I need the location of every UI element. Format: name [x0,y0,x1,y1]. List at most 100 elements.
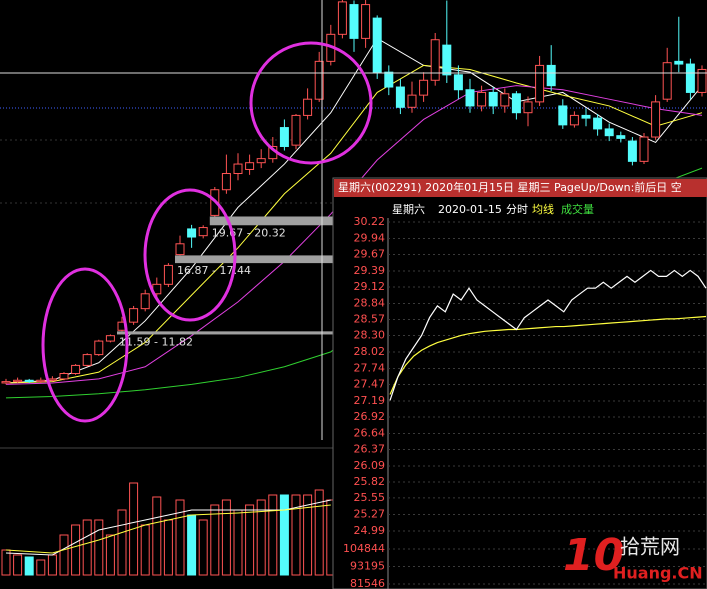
volume-bar [94,519,104,576]
volume-bar [47,554,57,576]
candle-body [639,136,649,162]
candle-body [488,91,498,107]
volume-bar [13,554,23,576]
candle-body [221,173,231,191]
volume-average [5,504,331,554]
candle-body [651,101,661,138]
volume-bar [291,494,301,576]
candle-body [616,135,626,139]
candle-body [674,60,684,65]
volume-bar [82,519,92,576]
y-tick-label: 27.74 [354,362,386,375]
candle-body [82,354,92,366]
volume-bar [1,549,11,576]
y-tick-label: 30.22 [354,215,386,228]
candle-body [314,60,324,100]
y-tick-label: 26.64 [354,427,386,440]
stock-name: 星期六 [392,203,425,216]
candle-body [291,114,301,146]
candle-body [140,293,150,310]
gap-label: 11.59 - 11.82 [119,335,193,348]
y-tick-label: 27.19 [354,394,386,407]
y-tick-label: 28.57 [354,312,386,325]
date: 2020-01-15 [438,203,502,216]
popup-frame [332,177,707,589]
candle-body [407,94,417,108]
y-tick-label: 26.37 [354,442,386,455]
y-tick-label: 27.47 [354,377,386,390]
legend-avg: 均线 [532,202,554,216]
watermark-domain: Huang.CN [613,564,703,583]
watermark-number: 10 [563,530,624,581]
volume-bar [268,494,278,576]
watermark-name: 拾荒网 [620,535,680,559]
candle-body [442,44,452,76]
y-tick-label: 25.82 [354,475,386,488]
candle-body [465,89,475,107]
candle-body [71,364,81,375]
candle-body [604,128,614,137]
candle-body [535,64,545,103]
volume-bar [279,494,289,576]
volume-bar [221,499,231,576]
gap-label: 16.87 - 17.44 [177,264,251,277]
highlight-circle [143,188,237,322]
candle-body [47,378,57,381]
volume-bar [187,514,197,576]
candle-body [453,74,463,91]
volume-bar [210,504,220,576]
volume-bar [245,504,255,576]
candle-body [558,105,568,126]
y-tick-label: 28.02 [354,345,386,358]
volume-bar [233,509,243,576]
candle-body [245,162,255,170]
candle-body [279,127,289,147]
intraday-popup: 星期六(002291) 2020年01月15日 星期三 PageUp/Down:… [332,177,707,589]
volume-bar [140,524,150,576]
volume-bar [24,556,34,576]
candle-body [129,308,139,323]
watermark: 10 拾荒网 Huang.CN [563,530,703,583]
volume-bar [105,534,115,576]
y-tick-label: 28.84 [354,297,386,310]
candle-body [361,4,371,39]
candle-body [627,140,637,162]
volume-bar [314,489,324,576]
candle-body [349,4,359,39]
gap-band [117,331,333,335]
price-line [389,269,707,401]
candle-body [500,93,510,107]
y2-tick-label: 104844 [343,542,385,555]
candle-body [523,101,533,114]
candle-body [697,68,707,93]
annotations [0,0,707,440]
candle-body [163,264,173,285]
y-tick-label: 29.39 [354,264,386,277]
candle-body [337,1,347,35]
y-tick-label: 28.30 [354,328,386,341]
gap-band [209,216,333,226]
y2-tick-label: 93195 [350,560,385,573]
volume-bar [59,534,69,576]
candle-body [477,91,487,107]
y-tick-label: 29.12 [354,280,386,293]
y-tick-label: 26.09 [354,459,386,472]
average-line [389,315,707,395]
candle-body [256,158,266,164]
candle-body [685,63,695,93]
highlight-circle [41,267,129,423]
candle-body [94,340,104,356]
gap-band [175,255,333,264]
candle-body [233,163,243,175]
volume-bar [152,496,162,576]
volume-bar [198,519,208,576]
y-tick-label: 25.55 [354,491,386,504]
y-tick-label: 29.94 [354,232,386,245]
candle-body [36,379,46,383]
candle-body [175,243,185,256]
candle-body [430,39,440,81]
candle-body [187,228,197,238]
candle-body [372,17,382,73]
volume-panel [0,447,336,576]
